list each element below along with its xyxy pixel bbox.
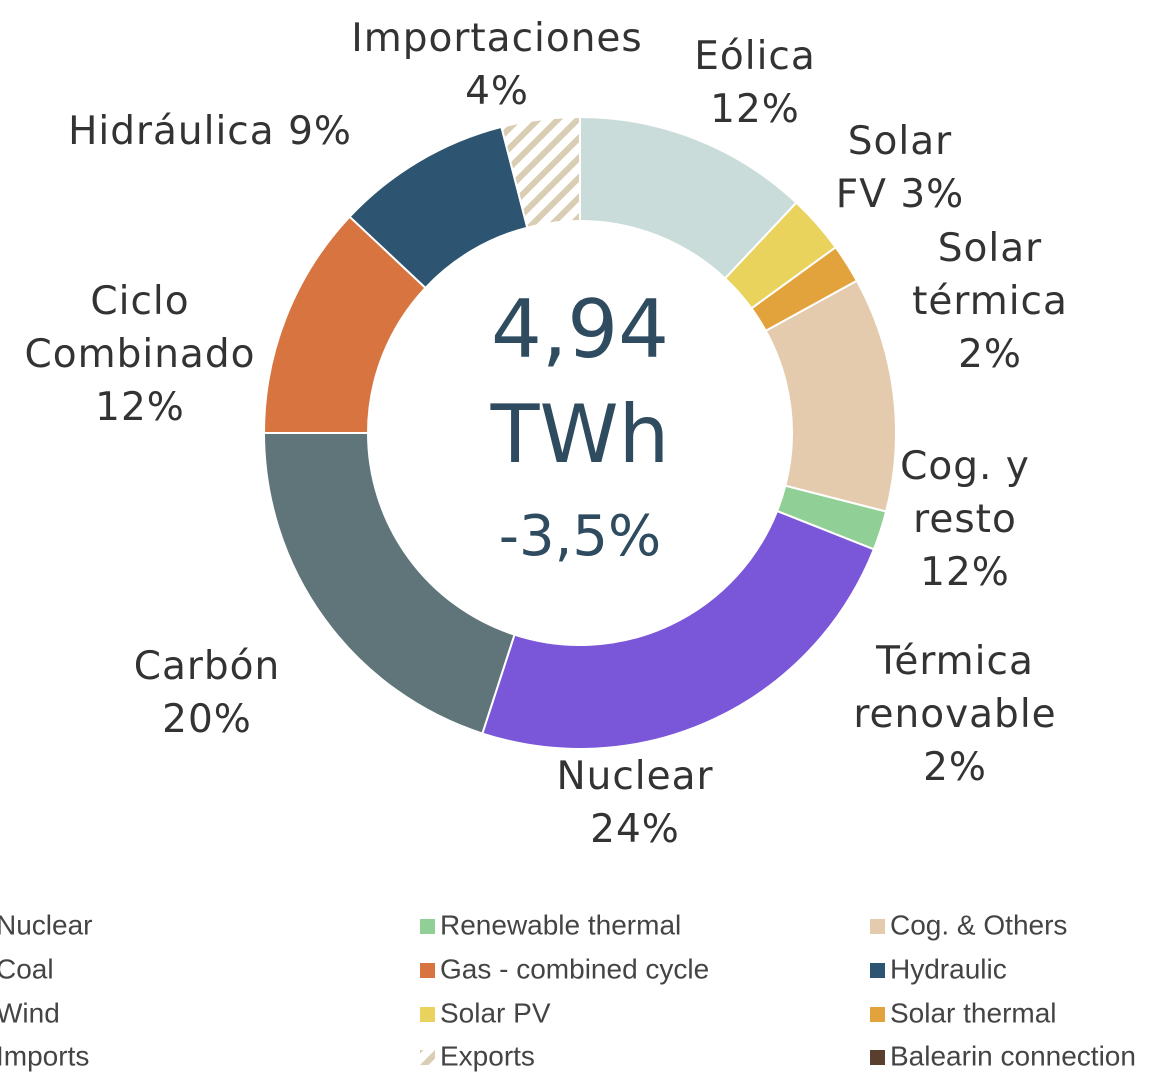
segment-label: Cog. y resto 12% bbox=[880, 440, 1050, 599]
category-name: Cog. y resto bbox=[900, 444, 1030, 542]
legend-label: Balearin connection bbox=[890, 1040, 1136, 1071]
legend-label: Hydraulic bbox=[890, 953, 1007, 984]
legend-label: Gas - combined cycle bbox=[440, 953, 709, 984]
legend-marker bbox=[870, 919, 885, 934]
category-name: Térmica renovable bbox=[853, 639, 1057, 737]
segment-label: Solar térmica 2% bbox=[890, 222, 1090, 381]
legend-label: Solar PV bbox=[440, 997, 551, 1028]
center-text: -3,5% bbox=[499, 504, 661, 569]
segment-label: Hidráulica 9% bbox=[0, 105, 420, 158]
segment-label: Térmica renovable 2% bbox=[830, 635, 1080, 794]
category-name: Importaciones bbox=[351, 16, 643, 61]
legend-label: Solar thermal bbox=[890, 997, 1057, 1028]
value-label: 20% bbox=[162, 697, 252, 742]
category-name: Nuclear bbox=[556, 754, 714, 799]
donut-segment bbox=[500, 115, 581, 229]
center-text: 4,94 bbox=[491, 283, 669, 376]
donut-segment bbox=[262, 432, 516, 735]
legend-marker bbox=[870, 963, 885, 978]
value-label: 3% bbox=[900, 172, 965, 217]
value-label: 2% bbox=[958, 332, 1022, 377]
legend-marker bbox=[420, 1050, 435, 1065]
donut-segment bbox=[481, 509, 876, 750]
category-name: Ciclo Combinado bbox=[24, 279, 256, 377]
category-name: Carbón bbox=[133, 644, 281, 689]
legend-marker bbox=[420, 919, 435, 934]
value-label: 9% bbox=[288, 109, 352, 154]
legend-label: Wind bbox=[0, 997, 60, 1028]
segment-label: Importaciones 4% bbox=[317, 12, 677, 118]
category-name: Eólica bbox=[694, 34, 816, 79]
legend-marker bbox=[420, 963, 435, 978]
category-name: Solar FV bbox=[835, 119, 953, 217]
value-label: 24% bbox=[590, 807, 680, 852]
legend-label: Exports bbox=[440, 1040, 535, 1071]
legend-label: Renewable thermal bbox=[440, 909, 681, 940]
category-name: Solar térmica bbox=[912, 226, 1068, 324]
legend-label: Imports bbox=[0, 1040, 89, 1071]
value-label: 12% bbox=[710, 87, 800, 132]
segment-label: Nuclear 24% bbox=[525, 750, 745, 856]
value-label: 12% bbox=[95, 385, 185, 430]
center-text: TWh bbox=[490, 388, 670, 481]
legend-label: Cog. & Others bbox=[890, 909, 1067, 940]
value-label: 2% bbox=[923, 745, 987, 790]
segment-label: Solar FV 3% bbox=[825, 115, 975, 221]
segment-label: Carbón 20% bbox=[112, 640, 302, 746]
legend-marker bbox=[870, 1050, 885, 1065]
value-label: 4% bbox=[465, 69, 529, 114]
category-name: Hidráulica bbox=[68, 109, 275, 154]
legend-marker bbox=[870, 1007, 885, 1022]
segment-label: Ciclo Combinado 12% bbox=[5, 275, 275, 434]
legend-marker bbox=[420, 1007, 435, 1022]
legend-label: Coal bbox=[0, 953, 54, 984]
segment-label: Eólica 12% bbox=[670, 30, 840, 136]
legend-label: Nuclear bbox=[0, 909, 92, 940]
value-label: 12% bbox=[920, 550, 1010, 595]
